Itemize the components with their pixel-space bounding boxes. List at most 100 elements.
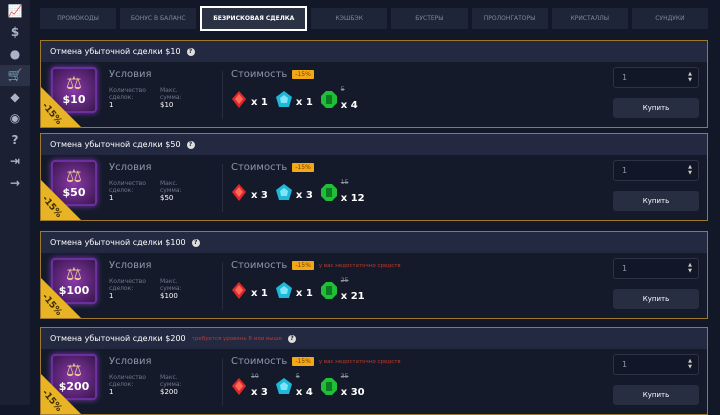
gem-quantity: x 21: [340, 291, 365, 302]
gem-quantity: x 3: [295, 189, 313, 201]
quantity-value: 1: [622, 166, 628, 175]
spinner-arrows-icon[interactable]: ▲ ▼: [688, 262, 692, 274]
help-icon[interactable]: ?: [191, 238, 200, 247]
max-label: Макс. сумма:: [160, 374, 182, 388]
gem-cost: 15 x 12: [320, 179, 365, 205]
quantity-stepper[interactable]: 1 ▲ ▼: [613, 258, 699, 279]
deals-value: 1: [109, 194, 114, 202]
gem-quantity: x 3: [251, 189, 268, 201]
logout-icon: ⇥: [9, 154, 21, 169]
tab-0[interactable]: Промокоды: [40, 8, 117, 29]
tab-3[interactable]: Кэшбэк: [311, 8, 388, 29]
gem-cost: 5 x 4: [320, 86, 358, 112]
funds-warning: у вас недостаточно средств: [318, 262, 401, 269]
quantity-value: 1: [622, 264, 628, 273]
discount-ribbon: [41, 85, 83, 127]
gem-costs: x 3 x 3 15 x 12: [231, 179, 369, 205]
max-value: $50: [160, 194, 174, 202]
sidebar-item-cart[interactable]: 🛒: [0, 64, 30, 86]
card-title: Отмена убыточной сделки $200: [50, 334, 186, 343]
discount-ribbon: [41, 276, 83, 318]
conditions-title: Условия: [109, 260, 152, 271]
discount-badge: -15%: [292, 70, 314, 79]
cost-title: Стоимость: [231, 260, 288, 271]
old-quantity: 10: [251, 373, 259, 380]
quantity-stepper[interactable]: 1 ▲ ▼: [613, 354, 699, 375]
gem-cost: 5 x 4: [275, 373, 313, 399]
gem-cost: 25 x 21: [320, 277, 365, 303]
tab-5[interactable]: Пролонгаторы: [471, 8, 548, 29]
card-header: Отмена убыточной сделки $50 ?: [41, 134, 707, 155]
tab-6[interactable]: Кристаллы: [551, 8, 628, 29]
sidebar-item-dollar[interactable]: $: [0, 22, 30, 44]
sapphire-icon: [275, 90, 292, 107]
help-icon[interactable]: ?: [186, 47, 195, 56]
cost: Стоимость -15% x 1 x 1 5 x 4: [231, 69, 362, 112]
discount-badge: -15%: [292, 261, 314, 270]
max-value: $10: [160, 101, 174, 109]
tab-7[interactable]: Сундуки: [631, 8, 709, 29]
gem-quantity: x 3: [251, 387, 268, 398]
old-quantity: 35: [340, 373, 349, 380]
quantity-value: 1: [622, 73, 628, 82]
gem-costs: x 1 x 1 25 x 21: [231, 277, 401, 303]
gem-quantity: x 1: [251, 287, 268, 299]
deals-value: 1: [109, 292, 114, 300]
card-header: Отмена убыточной сделки $10 ?: [41, 41, 707, 62]
spinner-arrows-icon[interactable]: ▲ ▼: [688, 358, 692, 370]
card-title: Отмена убыточной сделки $50: [50, 140, 181, 149]
ruby-icon: [232, 90, 246, 108]
gem-cost: 35 x 30: [320, 373, 365, 399]
buy-button[interactable]: Купить: [613, 289, 699, 309]
discount-badge: -15%: [292, 357, 314, 366]
arrow-right-icon: →: [9, 175, 21, 190]
tab-4[interactable]: Бустеры: [391, 8, 468, 29]
quantity-value: 1: [622, 360, 628, 369]
spinner-arrows-icon[interactable]: ▲ ▼: [688, 164, 692, 176]
old-quantity: 5: [340, 86, 345, 93]
cost-title: Стоимость: [231, 356, 288, 367]
sidebar-item-user[interactable]: ●: [0, 43, 30, 65]
help-icon: ?: [11, 132, 19, 147]
sidebar-item-chart[interactable]: 📈: [0, 0, 30, 22]
buy-button[interactable]: Купить: [613, 191, 699, 211]
tab-2[interactable]: Безрисковая сделка: [200, 6, 308, 31]
sapphire-icon: [275, 183, 292, 200]
sidebar-item-diamond[interactable]: ◆: [0, 86, 30, 108]
help-icon[interactable]: ?: [186, 140, 195, 149]
card-header: Отмена убыточной сделки $200 требуется у…: [41, 328, 707, 349]
emerald-icon: [320, 377, 337, 395]
dollar-icon: $: [10, 25, 20, 40]
cost-title: Стоимость: [231, 162, 288, 173]
product-card: Отмена убыточной сделки $50 ? ⚖ $50 -15%…: [40, 133, 708, 221]
help-icon[interactable]: ?: [288, 334, 297, 343]
sapphire-icon: [275, 281, 292, 298]
emerald-icon: [320, 90, 337, 108]
gem-quantity: x 4: [340, 100, 358, 111]
sidebar-item-logout[interactable]: ⇥: [0, 151, 30, 173]
tab-1[interactable]: Бонус в баланс: [120, 8, 197, 29]
cost: Стоимость -15% у вас недостаточно средств …: [231, 260, 401, 303]
gem-quantity: x 30: [340, 387, 365, 398]
sidebar-item-help[interactable]: ?: [0, 129, 30, 151]
spinner-arrows-icon[interactable]: ▲ ▼: [688, 71, 692, 83]
max-label: Макс. сумма:: [160, 180, 182, 194]
product-card: Отмена убыточной сделки $200 требуется у…: [40, 327, 708, 415]
conditions-title: Условия: [109, 356, 152, 367]
quantity-stepper[interactable]: 1 ▲ ▼: [613, 67, 699, 88]
buy-button[interactable]: Купить: [613, 98, 699, 118]
divider: [222, 164, 223, 212]
emerald-icon: [320, 281, 337, 299]
gem-quantity: x 1: [295, 96, 313, 108]
deals-label: Количество сделок:: [109, 374, 146, 388]
sidebar-item-arrow-right[interactable]: →: [0, 172, 30, 194]
ruby-icon: [232, 183, 246, 201]
sidebar: 📈 $ ● 🛒 ◆ ◉? ⇥ →: [0, 0, 30, 405]
conditions-title: Условия: [109, 69, 152, 80]
buy-button[interactable]: Купить: [613, 385, 699, 405]
cost-title: Стоимость: [231, 69, 288, 80]
sidebar-item-chat-notification[interactable]: ◉: [0, 108, 30, 130]
quantity-stepper[interactable]: 1 ▲ ▼: [613, 160, 699, 181]
chat-notification-icon: ◉: [9, 111, 21, 126]
conditions-title: Условия: [109, 162, 152, 173]
